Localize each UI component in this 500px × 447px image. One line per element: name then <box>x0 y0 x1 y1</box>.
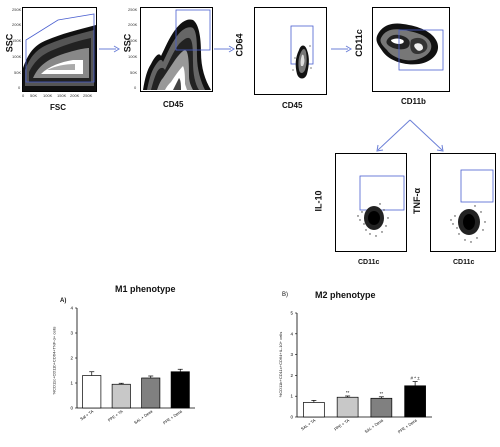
y-tick-label: 1 <box>70 381 73 386</box>
y-tick: 150K <box>128 38 138 43</box>
x-tick-label: PPE + Dexa <box>162 408 183 425</box>
y-tick-label: 5 <box>290 311 293 316</box>
plot-area <box>140 7 213 92</box>
y-tick: 250K <box>128 7 138 12</box>
y-tick: 100K <box>12 54 22 59</box>
chart-panel-letter-b: B) <box>282 292 288 298</box>
flow-arrow <box>214 45 235 53</box>
plot-area <box>430 153 496 252</box>
y-tick-label: 1 <box>290 394 293 399</box>
y-tick-label: 2 <box>70 356 73 361</box>
y-tick: 0 <box>18 85 21 90</box>
y-tick: 0 <box>134 85 137 90</box>
chart-title-m1: M1 phenotype <box>115 284 176 294</box>
significance-label: ** <box>346 390 350 395</box>
density-plot <box>290 25 314 79</box>
y-tick-label: 0 <box>70 406 73 411</box>
significance-label: # * ± <box>411 376 421 381</box>
y-axis-label: SSC <box>4 33 15 53</box>
plot-area <box>22 7 97 92</box>
x-tick-label: SAL + TA <box>300 418 317 432</box>
y-axis-label: TNF-α <box>412 187 423 215</box>
x-tick: 250K <box>83 93 93 98</box>
bar <box>111 383 131 409</box>
x-tick: 0 <box>22 93 25 98</box>
bar <box>82 375 102 409</box>
density-plot <box>376 23 444 71</box>
flow-arrow <box>331 45 352 53</box>
y-tick-label: 2 <box>290 373 293 378</box>
y-axis-label: CD11c <box>353 29 364 57</box>
x-tick: 100K <box>43 93 53 98</box>
x-tick: 150K <box>57 93 67 98</box>
scatter-plot <box>357 175 405 237</box>
x-tick-label: Sal + TA <box>79 409 94 422</box>
plot-area <box>254 7 327 95</box>
x-tick-label: PPE + TA <box>107 409 124 423</box>
chart-title-m2: M2 phenotype <box>315 290 376 300</box>
y-axis-label: CD64 <box>234 33 245 57</box>
x-axis-label: CD11c <box>453 259 475 266</box>
bar <box>141 377 161 409</box>
bar-chart-m2: 0 1 2 3 4 5 SAL + TA ** PPE + TA ** SAL + Dexa # * … <box>290 311 432 434</box>
y-tick-label: 0 <box>290 415 293 420</box>
chart-panel-letter-a: A) <box>60 298 67 304</box>
scatter-plot <box>450 169 494 243</box>
plot-area <box>335 153 407 252</box>
x-axis-label: CD11b <box>401 97 426 106</box>
y-tick-label: 4 <box>290 331 293 336</box>
y-tick: 50K <box>130 70 138 75</box>
bar <box>370 397 393 418</box>
y-tick-label: 3 <box>290 352 293 357</box>
x-tick-label: PPE + TA <box>333 418 350 432</box>
y-tick-label: 4 <box>70 306 73 311</box>
y-tick: 100K <box>128 54 138 59</box>
y-tick: 250K <box>12 7 22 12</box>
x-axis-label: FSC <box>50 103 66 112</box>
y-tick: 200K <box>12 22 22 27</box>
x-tick-label: SAL + Dexa <box>364 417 385 434</box>
bar-chart-m1: 0 1 2 3 4 Sal + TA PPE + TA SAL + Dexa PPE + Dex… <box>70 306 195 425</box>
y-tick: 150K <box>12 38 22 43</box>
density-plot <box>23 13 96 91</box>
x-tick: 200K <box>70 93 80 98</box>
x-axis-label: CD11c <box>358 259 380 266</box>
flow-arrow-diagonal <box>376 119 444 152</box>
significance-label: ** <box>380 391 384 396</box>
x-tick-label: SAL + Dexa <box>133 408 154 425</box>
x-tick-label: PPE + Dexa <box>397 417 418 434</box>
density-plot <box>143 9 211 90</box>
y-tick: 200K <box>128 22 138 27</box>
bar <box>336 396 359 418</box>
x-axis-label: CD45 <box>282 101 303 110</box>
y-axis-label: SSC <box>122 33 133 53</box>
bar <box>404 385 426 418</box>
bar <box>303 402 325 418</box>
y-axis-label: IL-10 <box>313 190 324 212</box>
plot-area <box>372 7 450 92</box>
flow-arrow <box>99 45 120 53</box>
x-axis-label: CD45 <box>163 100 184 109</box>
y-tick-label: 3 <box>70 331 73 336</box>
y-tick: 50K <box>14 70 22 75</box>
x-tick: 50K <box>30 93 38 98</box>
bar <box>170 371 190 409</box>
